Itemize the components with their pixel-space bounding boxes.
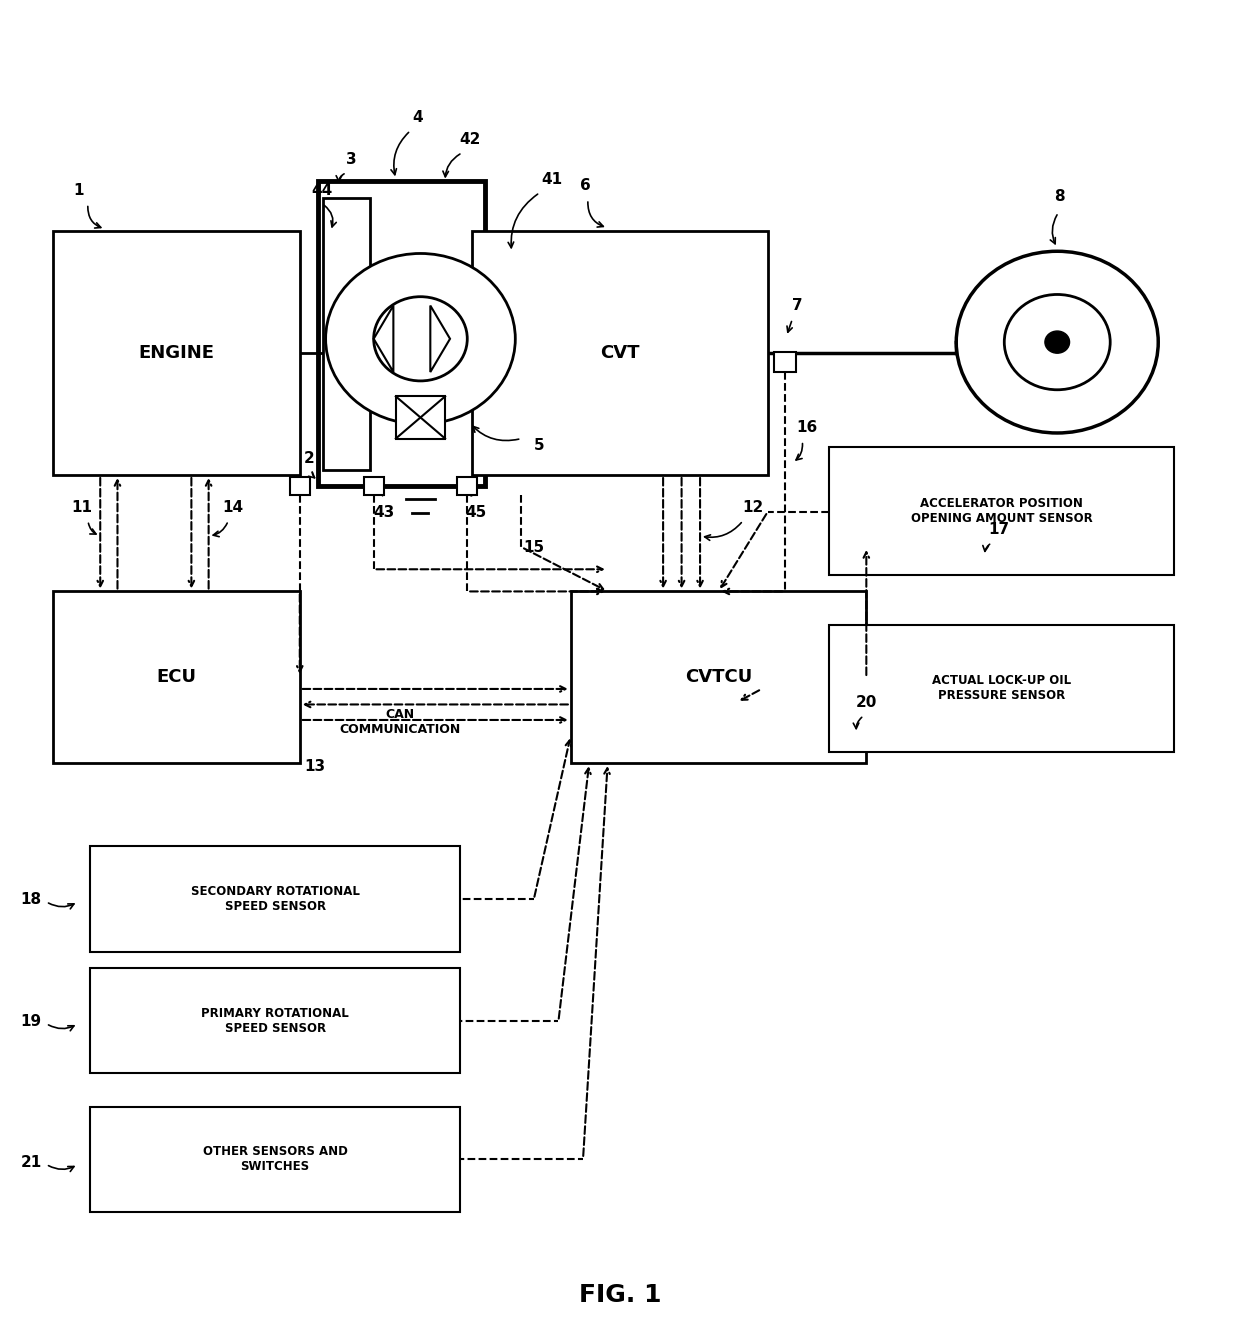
Text: 44: 44 xyxy=(311,183,332,198)
Circle shape xyxy=(956,252,1158,434)
Polygon shape xyxy=(373,305,393,372)
Text: 11: 11 xyxy=(71,499,92,515)
Bar xyxy=(91,1107,460,1212)
Circle shape xyxy=(326,253,516,424)
Bar xyxy=(91,847,460,951)
Bar xyxy=(324,198,370,470)
Text: 13: 13 xyxy=(304,759,325,773)
Text: 45: 45 xyxy=(465,506,486,520)
Bar xyxy=(363,478,383,495)
Text: OTHER SENSORS AND
SWITCHES: OTHER SENSORS AND SWITCHES xyxy=(202,1145,347,1173)
Text: ACCELERATOR POSITION
OPENING AMOUNT SENSOR: ACCELERATOR POSITION OPENING AMOUNT SENS… xyxy=(911,498,1092,524)
Bar xyxy=(53,591,300,763)
Text: 21: 21 xyxy=(21,1155,42,1169)
Bar xyxy=(774,352,796,372)
Polygon shape xyxy=(430,305,450,372)
Bar xyxy=(570,591,867,763)
Circle shape xyxy=(1004,294,1110,389)
Text: 12: 12 xyxy=(743,499,764,515)
Bar xyxy=(472,231,768,475)
Text: 5: 5 xyxy=(533,438,544,452)
Text: 7: 7 xyxy=(792,298,802,313)
Text: 3: 3 xyxy=(346,151,357,167)
Circle shape xyxy=(1045,330,1070,353)
Text: 4: 4 xyxy=(413,110,423,124)
Text: 1: 1 xyxy=(73,183,83,198)
Text: ECU: ECU xyxy=(156,668,197,686)
Text: 19: 19 xyxy=(21,1014,42,1029)
Bar xyxy=(396,396,445,439)
Text: 17: 17 xyxy=(988,522,1009,537)
Text: SECONDARY ROTATIONAL
SPEED SENSOR: SECONDARY ROTATIONAL SPEED SENSOR xyxy=(191,884,360,913)
Text: CVTCU: CVTCU xyxy=(684,668,753,686)
Bar xyxy=(458,478,477,495)
Text: 18: 18 xyxy=(21,892,42,907)
Text: 6: 6 xyxy=(580,178,591,194)
Text: ENGINE: ENGINE xyxy=(139,344,215,363)
Text: 15: 15 xyxy=(523,539,544,555)
Bar xyxy=(319,182,485,486)
Text: ACTUAL LOCK-UP OIL
PRESSURE SENSOR: ACTUAL LOCK-UP OIL PRESSURE SENSOR xyxy=(932,674,1071,702)
Text: 20: 20 xyxy=(856,694,877,709)
Bar xyxy=(830,625,1174,752)
Bar xyxy=(91,969,460,1073)
Text: 8: 8 xyxy=(1054,190,1065,205)
Text: 2: 2 xyxy=(304,451,315,466)
Text: 14: 14 xyxy=(223,499,244,515)
Text: 16: 16 xyxy=(796,420,818,435)
Text: PRIMARY ROTATIONAL
SPEED SENSOR: PRIMARY ROTATIONAL SPEED SENSOR xyxy=(201,1006,348,1034)
Text: CVT: CVT xyxy=(600,344,640,363)
Circle shape xyxy=(373,297,467,381)
Text: CAN
COMMUNICATION: CAN COMMUNICATION xyxy=(340,708,460,736)
Bar xyxy=(53,231,300,475)
Bar xyxy=(830,447,1174,575)
Text: 41: 41 xyxy=(542,171,563,187)
Text: FIG. 1: FIG. 1 xyxy=(579,1283,661,1307)
Text: 43: 43 xyxy=(373,506,394,520)
Text: 42: 42 xyxy=(459,132,480,147)
Bar xyxy=(290,478,310,495)
